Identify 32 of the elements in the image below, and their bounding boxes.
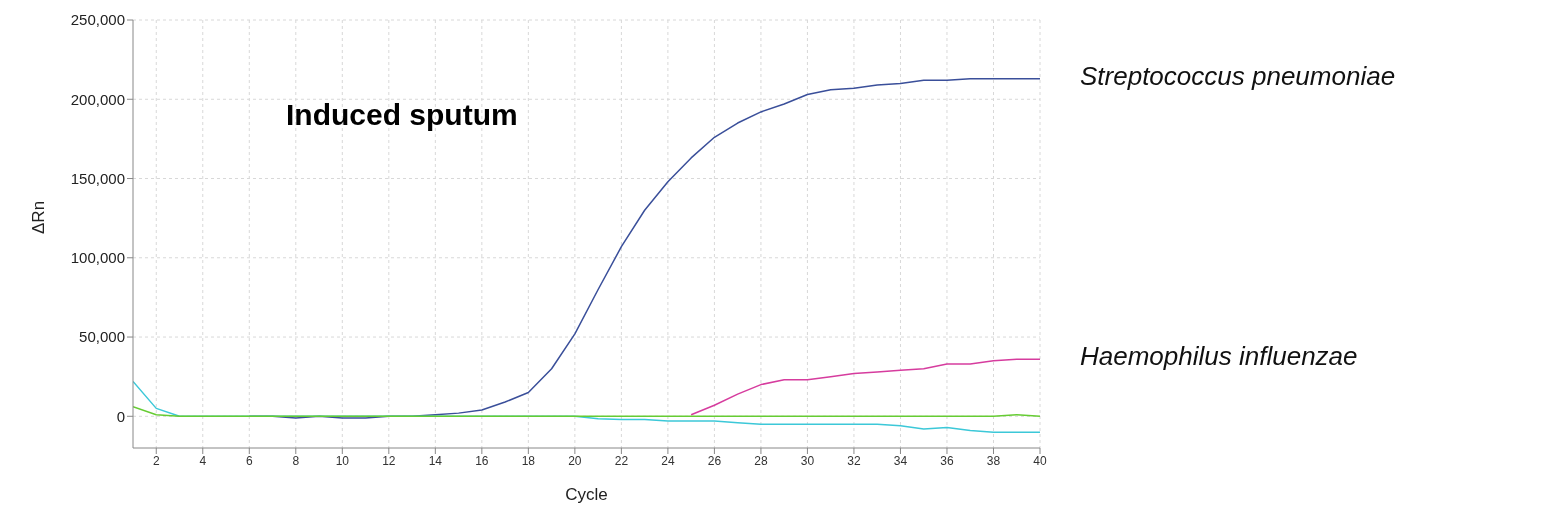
x-tick-label: 32 [847,453,861,468]
x-tick-label: 12 [382,453,396,468]
x-tick-label: 14 [428,453,443,468]
x-tick-label: 34 [893,453,908,468]
x-axis-title: Cycle [565,485,608,504]
x-tick-label: 30 [800,453,815,468]
x-tick-label: 38 [986,453,1001,468]
x-tick-label: 4 [199,453,207,468]
x-tick-label: 36 [940,453,954,468]
x-tick-label: 8 [292,453,300,468]
y-tick-label: 0 [116,407,125,425]
y-axis-title: ΔRn [29,200,49,234]
x-tick-label: 16 [475,453,489,468]
y-tick-label: 50,000 [79,328,125,346]
x-tick-label: 10 [335,453,350,468]
x-tick-label: 40 [1033,453,1047,468]
line-series [690,358,1040,416]
y-tick-label: 150,000 [70,169,125,187]
x-tick-label: 28 [754,453,768,468]
series-label: Streptococcus pneumoniae [1080,60,1396,91]
text: Induced sputum [286,98,518,132]
x-tick-label: 20 [568,453,582,468]
x-tick-label: 18 [521,453,536,468]
series-label: Haemophilus influenzae [1080,341,1358,372]
x-tick-label: 26 [707,453,722,468]
x-tick-label: 6 [245,453,253,468]
y-tick-label: 250,000 [70,11,125,29]
y-tick-label: 100,000 [70,249,125,267]
x-tick-label: 2 [152,453,160,468]
x-tick-label: 22 [614,453,629,468]
y-tick-label: 200,000 [70,90,125,108]
x-tick-label: 24 [661,453,675,468]
